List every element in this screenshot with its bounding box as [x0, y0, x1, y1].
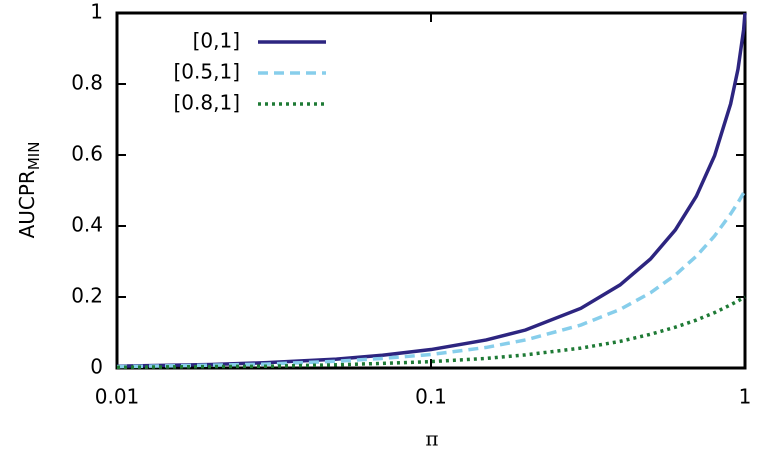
x-axis-label: π [425, 427, 438, 451]
y-tick-label: 0.4 [71, 213, 103, 237]
legend-label: [0.5,1] [174, 60, 241, 84]
y-tick-label: 1 [90, 0, 103, 24]
x-tick-label: 0.1 [415, 385, 447, 409]
legend-label: [0,1] [193, 29, 240, 53]
y-axis-label-main: AUCPR [15, 170, 39, 238]
y-tick-label: 0.2 [71, 284, 103, 308]
y-tick-label: 0 [90, 355, 103, 379]
series-line [116, 12, 747, 368]
series-line [116, 295, 746, 370]
y-axis-label-sub: MIN [25, 142, 43, 171]
x-tick-label: 0.01 [95, 385, 140, 409]
x-tick-label: 1 [739, 385, 752, 409]
y-axis-label: AUCPRMIN [15, 142, 43, 239]
legend-label: [0.8,1] [174, 91, 241, 115]
series-line [116, 189, 747, 369]
y-tick-label: 0.6 [71, 142, 103, 166]
y-tick-label: 0.8 [71, 71, 103, 95]
